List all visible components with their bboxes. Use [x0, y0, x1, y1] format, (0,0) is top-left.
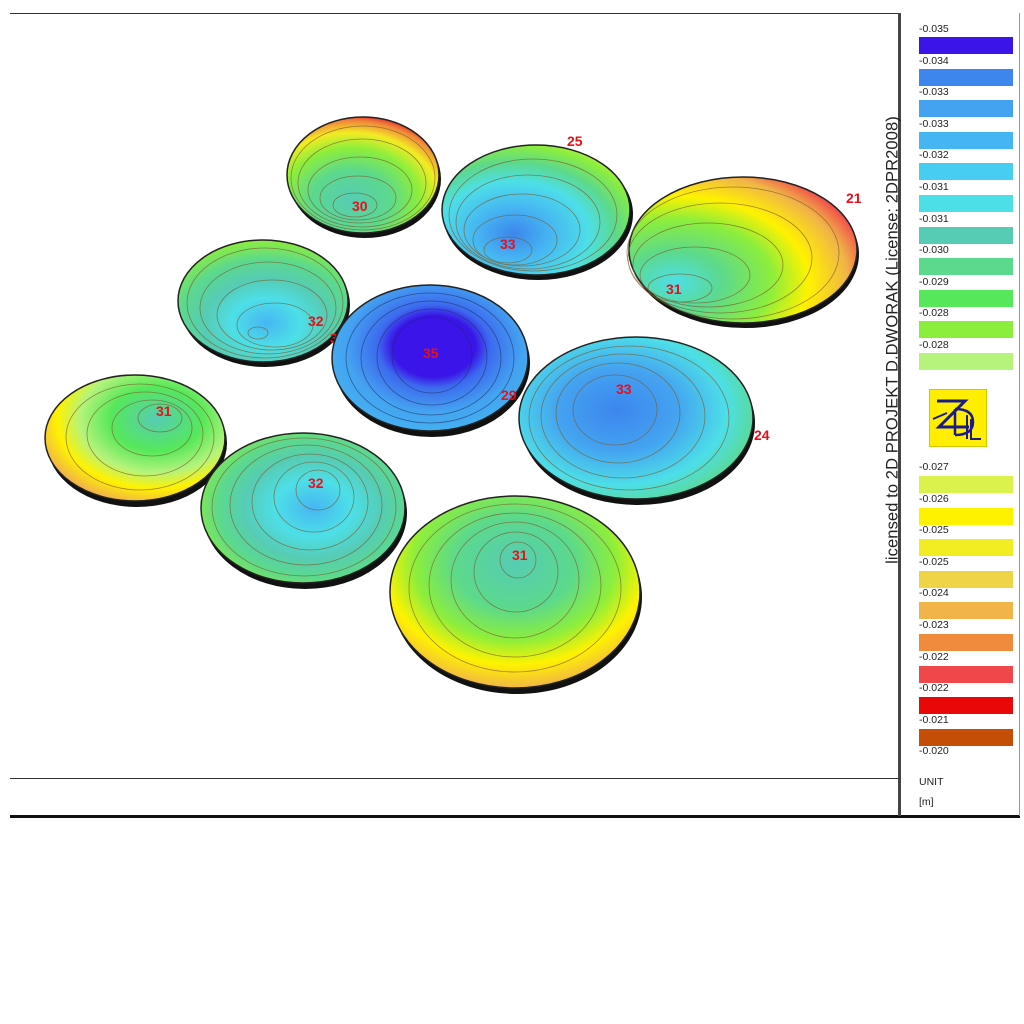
legend-label: -0.031 [919, 181, 949, 193]
legend-label: -0.033 [919, 86, 949, 99]
legend-right-border [1019, 13, 1020, 816]
plate-label: 32 [308, 475, 324, 491]
legend-swatch [919, 289, 1013, 307]
legend-swatch [919, 602, 1013, 620]
plate-label: 33 [616, 381, 632, 397]
legend-swatch [919, 68, 1013, 86]
plate-label: 35 [423, 345, 439, 361]
legend-label: -0.032 [919, 149, 949, 162]
plate-far-left: 31 [44, 374, 227, 507]
frame-middle-line [10, 778, 898, 779]
legend-swatch [919, 634, 1013, 651]
contour-plot: 30 33 25 31 21 32 32 [44, 116, 862, 694]
legend-swatch [919, 321, 1013, 339]
plate-bottom: 31 [389, 495, 642, 694]
plate-lower-left: 32 [200, 432, 407, 589]
legend-swatch [919, 665, 1013, 683]
legend-unit-label: UNIT [919, 776, 944, 788]
legend-label: -0.027 [919, 461, 949, 473]
legend-swatch [919, 697, 1013, 715]
legend-label: -0.028 [919, 339, 949, 351]
legend-swatch [919, 226, 1013, 244]
legend-swatch [919, 507, 1013, 525]
plate-label: 33 [500, 236, 516, 252]
plate-label: 31 [666, 281, 682, 297]
legend-label: -0.035 [919, 23, 949, 35]
plate-top-right: 31 21 [626, 176, 862, 328]
plate-mid-right: 33 24 [518, 336, 770, 505]
legend-unit-value: [m] [919, 796, 934, 808]
plate-center: 35 29 [331, 284, 530, 437]
legend-swatch [919, 131, 1013, 149]
plate-edge-label: 24 [754, 427, 770, 443]
plate-label: 31 [512, 547, 528, 563]
legend-label: -0.022 [919, 682, 949, 695]
legend-swatch [919, 353, 1013, 370]
plate-edge-label: 25 [567, 133, 583, 149]
plate-label: 31 [156, 403, 172, 419]
legend-label: -0.026 [919, 492, 949, 505]
frame-top-line [10, 13, 900, 14]
plate-top-left: 30 [286, 116, 441, 238]
license-text: licensed to 2D PROJEKT D.DWORAK (License… [883, 116, 902, 564]
legend-label: -0.029 [919, 275, 949, 288]
legend-swatch [919, 163, 1013, 181]
legend-label: -0.025 [919, 524, 949, 537]
legend-swatch [919, 539, 1013, 557]
legend-label: -0.020 [919, 745, 949, 758]
legend-swatch [919, 37, 1013, 54]
legend-label: -0.028 [919, 307, 949, 320]
legend-label: -0.034 [919, 54, 949, 67]
legend-swatch [919, 476, 1013, 493]
legend-label: -0.031 [919, 212, 949, 225]
plate-mid-left: 32 32 [177, 239, 350, 367]
legend-label: -0.021 [919, 713, 949, 726]
legend-swatch [919, 100, 1013, 118]
legend-label: -0.023 [919, 619, 949, 631]
plate-label: 32 [308, 313, 324, 329]
plate-top-middle: 33 25 [441, 133, 633, 280]
legend-label: -0.025 [919, 555, 949, 568]
legend-label: -0.024 [919, 587, 949, 600]
legend-swatch [919, 728, 1013, 746]
legend-swatch [919, 570, 1013, 588]
legend-divider [898, 13, 901, 816]
legend-label: -0.022 [919, 650, 949, 663]
2dpr-logo-icon [929, 389, 987, 447]
plate-edge-label: 29 [501, 387, 517, 403]
plate-label: 30 [352, 198, 368, 214]
legend-label: -0.033 [919, 117, 949, 130]
frame-bottom-line [10, 815, 1020, 818]
legend-swatch [919, 258, 1013, 276]
legend-label: -0.030 [919, 244, 949, 257]
legend-swatch [919, 195, 1013, 212]
plate-edge-label: 21 [846, 190, 862, 206]
